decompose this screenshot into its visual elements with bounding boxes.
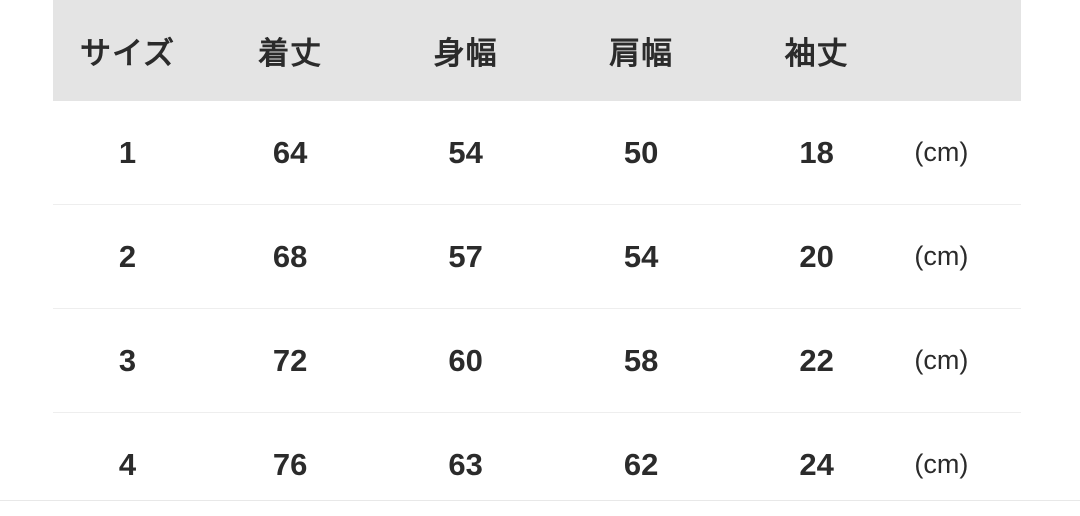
cell-sleeve: 20 [799, 238, 834, 274]
divider-line [52, 308, 1022, 309]
row-pad-left [0, 205, 53, 308]
table-row: 3 72 60 58 22 (cm) [0, 309, 1080, 412]
cell-unit: (cm) [914, 345, 969, 375]
row-pad-right [1021, 101, 1080, 204]
cell-size: 4 [118, 446, 137, 482]
cell-length: 68 [272, 238, 308, 274]
cell-shoulder: 50 [623, 134, 659, 170]
header-pad-left [0, 0, 53, 101]
cell-length: 64 [272, 134, 308, 170]
cell-sleeve: 22 [799, 342, 834, 378]
column-header-sleeve: 袖丈 [728, 0, 905, 101]
cell-width: 63 [448, 446, 483, 482]
row-pad-left [0, 309, 53, 412]
cell-size: 2 [118, 238, 137, 274]
cell-shoulder: 62 [623, 446, 659, 482]
header-unit-spacer [904, 0, 1022, 101]
table-header: サイズ 着丈 身幅 肩幅 袖丈 [0, 0, 1080, 101]
row-divider [0, 204, 1080, 205]
header-pad-right [1021, 0, 1080, 101]
column-header-length: 着丈 [202, 0, 378, 101]
column-header-size: サイズ [52, 0, 203, 101]
cell-length: 76 [272, 446, 308, 482]
table-row: 1 64 54 50 18 (cm) [0, 101, 1080, 204]
cell-unit: (cm) [914, 137, 969, 167]
cell-width: 57 [448, 238, 483, 274]
row-divider [0, 308, 1080, 309]
cell-shoulder: 58 [623, 342, 659, 378]
table-bottom-rule [0, 500, 1080, 501]
cell-width: 60 [448, 342, 483, 378]
row-pad-right [1021, 309, 1080, 412]
table-row: 2 68 57 54 20 (cm) [0, 205, 1080, 308]
cell-sleeve: 18 [799, 134, 834, 170]
table-row: 4 76 63 62 24 (cm) [0, 413, 1080, 516]
cell-width: 54 [448, 134, 483, 170]
row-pad-right [1021, 205, 1080, 308]
cell-length: 72 [272, 342, 308, 378]
divider-line [52, 204, 1022, 205]
table-body: 1 64 54 50 18 (cm) 2 68 57 54 20 [0, 101, 1080, 516]
cell-size: 3 [118, 342, 137, 378]
row-divider [0, 412, 1080, 413]
column-header-width: 身幅 [377, 0, 554, 101]
cell-shoulder: 54 [623, 238, 659, 274]
cell-unit: (cm) [914, 241, 969, 271]
cell-size: 1 [118, 134, 137, 170]
cell-sleeve: 24 [799, 446, 834, 482]
row-pad-left [0, 101, 53, 204]
header-row: サイズ 着丈 身幅 肩幅 袖丈 [0, 0, 1080, 101]
column-header-shoulder: 肩幅 [553, 0, 729, 101]
cell-unit: (cm) [914, 449, 969, 479]
divider-line [52, 412, 1022, 413]
